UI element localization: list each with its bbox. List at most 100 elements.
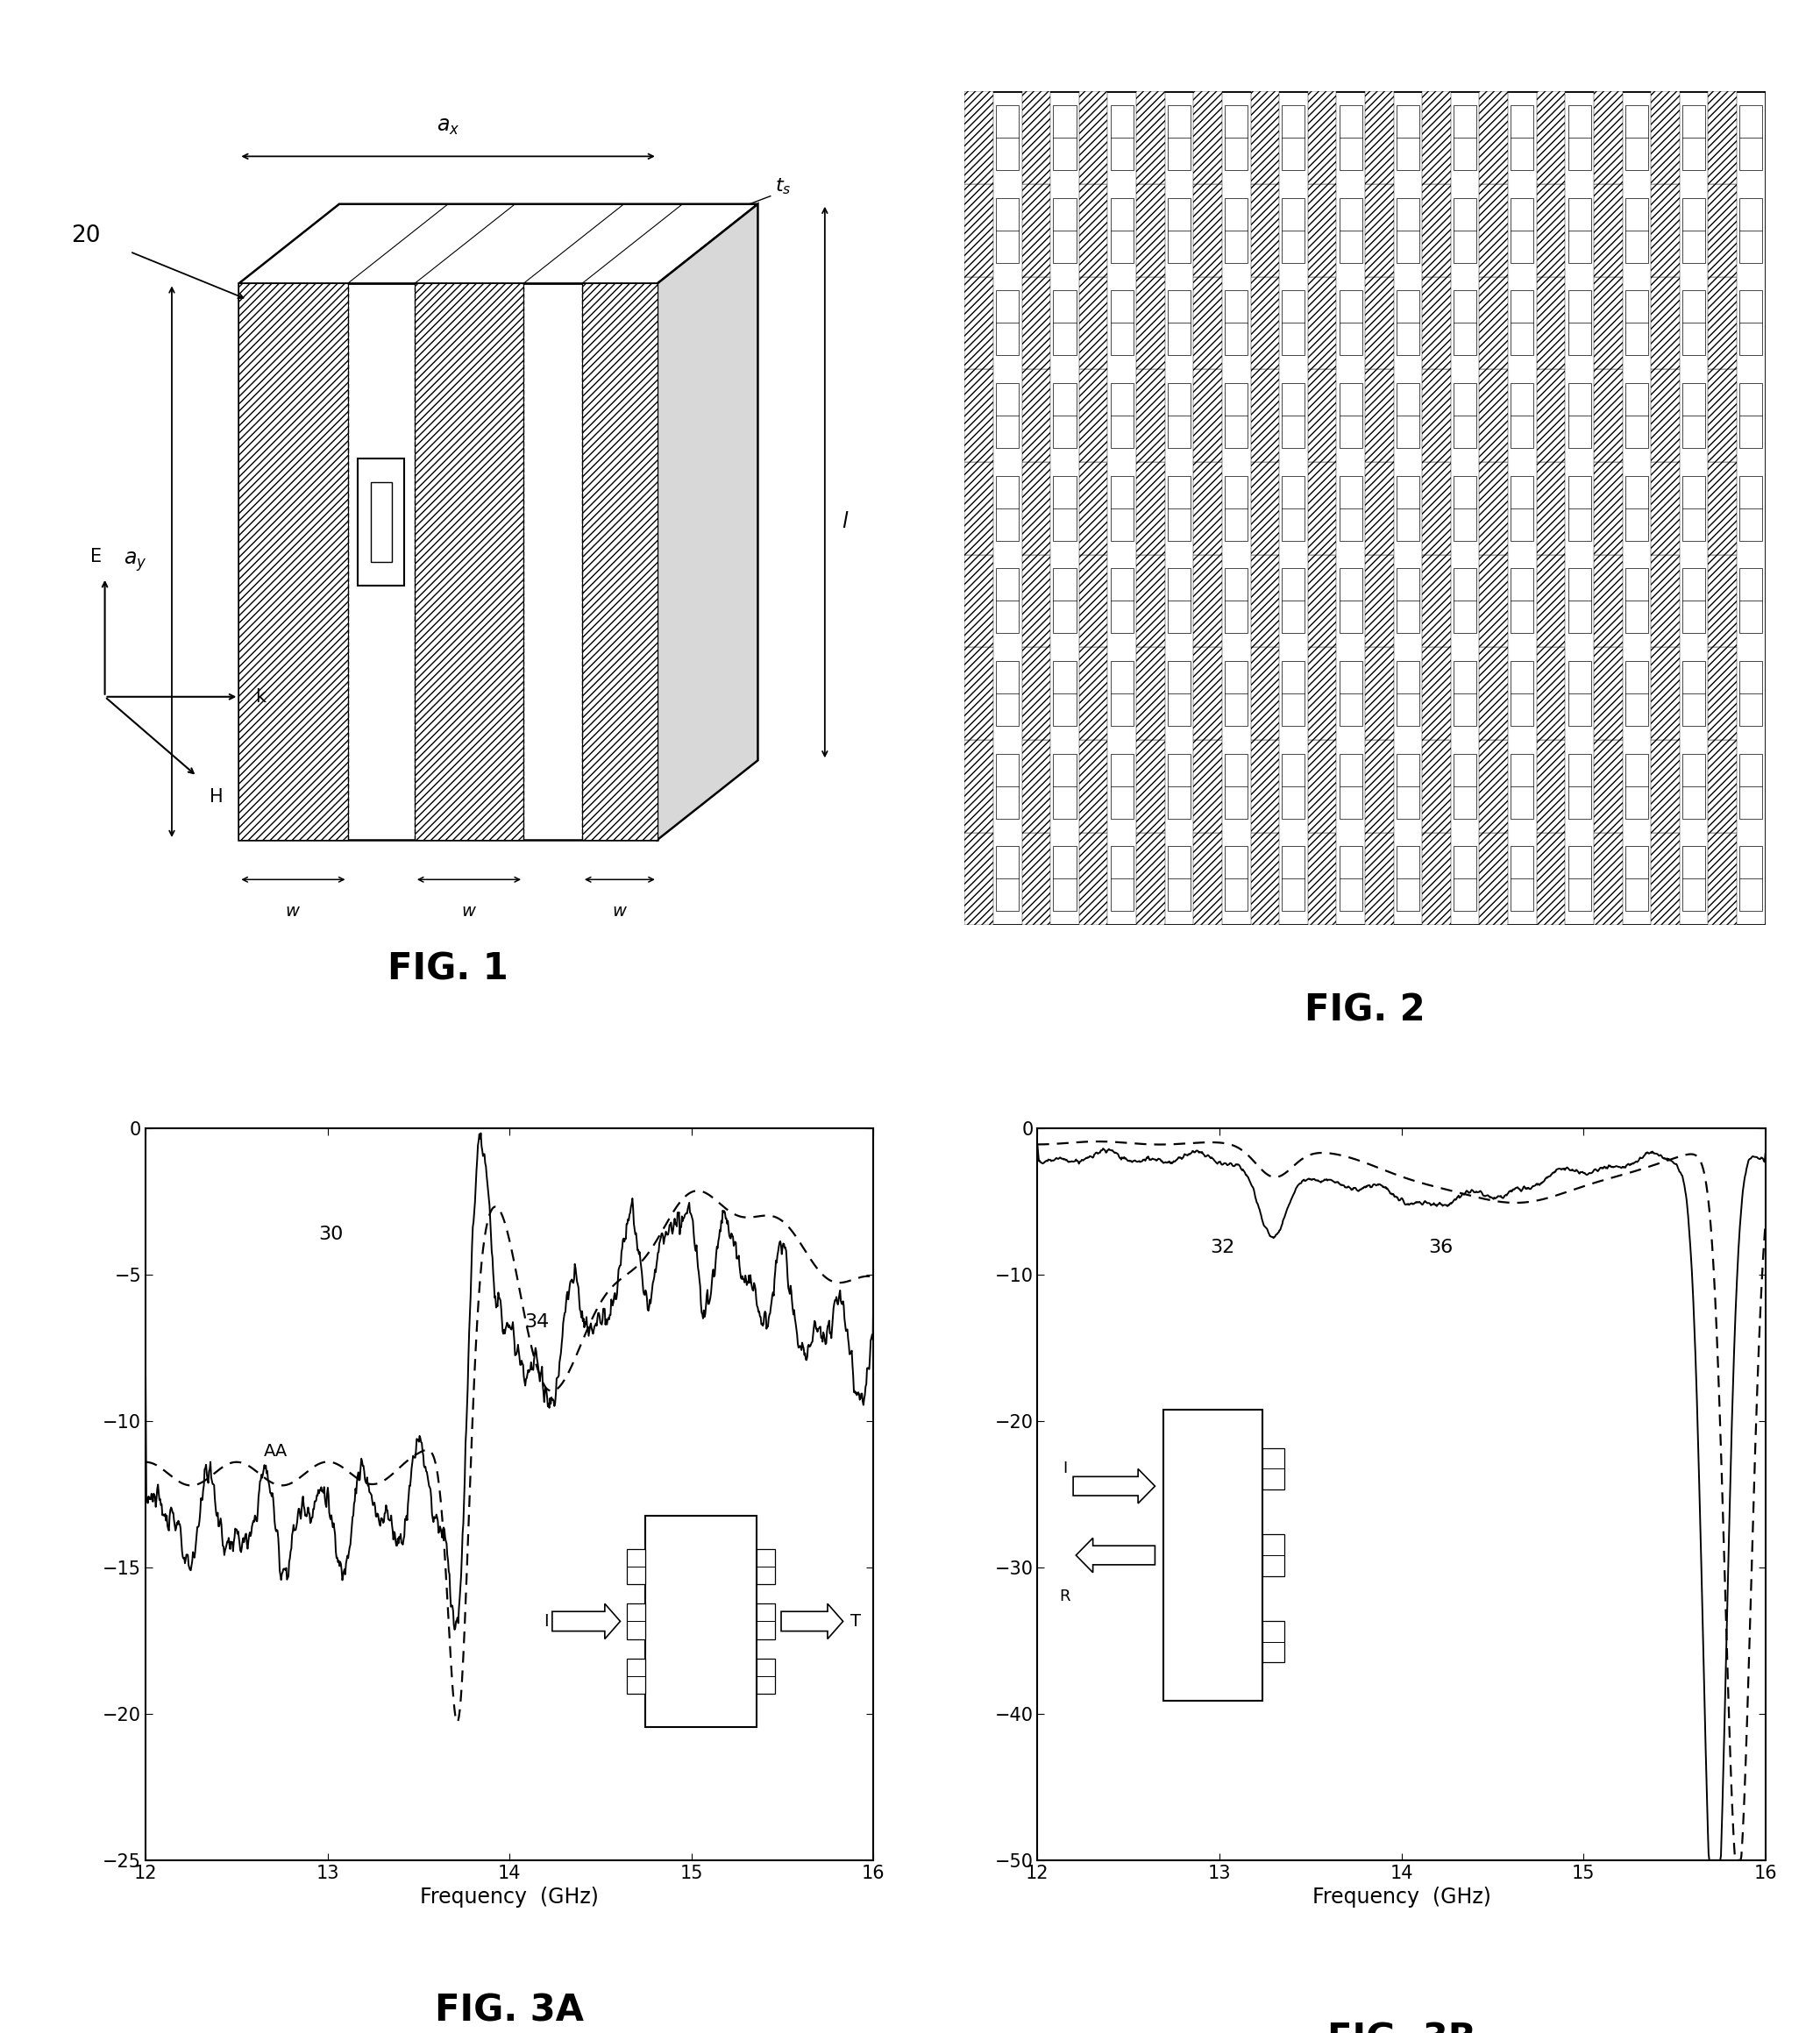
Polygon shape — [644, 1515, 757, 1728]
Text: AA: AA — [264, 1443, 288, 1460]
Polygon shape — [238, 283, 348, 840]
Polygon shape — [1594, 740, 1622, 831]
Polygon shape — [1480, 276, 1509, 370]
Polygon shape — [1136, 555, 1165, 646]
Polygon shape — [1740, 106, 1762, 171]
Polygon shape — [1421, 555, 1451, 646]
Polygon shape — [1536, 276, 1565, 370]
Polygon shape — [1625, 291, 1649, 356]
Polygon shape — [1536, 461, 1565, 555]
Polygon shape — [965, 276, 994, 370]
Polygon shape — [1740, 569, 1762, 634]
Polygon shape — [1168, 291, 1190, 356]
Polygon shape — [1569, 291, 1591, 356]
Polygon shape — [965, 461, 994, 555]
Text: $t_s$: $t_s$ — [775, 177, 790, 195]
Polygon shape — [1396, 197, 1420, 262]
Polygon shape — [1054, 661, 1076, 726]
Polygon shape — [1594, 646, 1622, 740]
Polygon shape — [1709, 91, 1736, 185]
Polygon shape — [996, 476, 1019, 541]
Polygon shape — [1365, 461, 1394, 555]
Polygon shape — [1740, 661, 1762, 726]
Polygon shape — [1396, 661, 1420, 726]
Polygon shape — [1110, 197, 1134, 262]
Polygon shape — [238, 283, 657, 840]
Polygon shape — [1709, 646, 1736, 740]
Polygon shape — [1740, 846, 1762, 911]
Polygon shape — [626, 1549, 644, 1584]
Polygon shape — [1340, 476, 1361, 541]
Polygon shape — [1365, 91, 1394, 185]
Text: R: R — [1059, 1590, 1070, 1604]
Polygon shape — [1480, 555, 1509, 646]
Polygon shape — [1740, 754, 1762, 819]
Polygon shape — [1682, 754, 1705, 819]
Polygon shape — [1569, 846, 1591, 911]
Polygon shape — [1421, 370, 1451, 461]
Polygon shape — [1309, 646, 1336, 740]
Polygon shape — [1110, 476, 1134, 541]
Polygon shape — [1536, 555, 1565, 646]
Text: FIG. 3B: FIG. 3B — [1327, 2021, 1476, 2033]
Polygon shape — [1511, 106, 1534, 171]
Polygon shape — [1396, 291, 1420, 356]
Polygon shape — [1421, 185, 1451, 276]
Polygon shape — [1194, 185, 1221, 276]
Polygon shape — [1281, 476, 1305, 541]
Polygon shape — [1480, 91, 1509, 185]
Polygon shape — [996, 846, 1019, 911]
Polygon shape — [965, 91, 994, 185]
Polygon shape — [1709, 555, 1736, 646]
Polygon shape — [1511, 197, 1534, 262]
Polygon shape — [1454, 661, 1476, 726]
Text: 34: 34 — [524, 1313, 550, 1332]
Polygon shape — [1136, 646, 1165, 740]
Polygon shape — [1054, 569, 1076, 634]
Polygon shape — [1250, 555, 1279, 646]
Text: $w$: $w$ — [286, 903, 300, 921]
Polygon shape — [1079, 740, 1108, 831]
Polygon shape — [1709, 185, 1736, 276]
Polygon shape — [1536, 646, 1565, 740]
Polygon shape — [1536, 185, 1565, 276]
Polygon shape — [1079, 646, 1108, 740]
Polygon shape — [1682, 197, 1705, 262]
Text: H: H — [209, 789, 224, 805]
Polygon shape — [757, 1659, 775, 1693]
Polygon shape — [1625, 846, 1649, 911]
Polygon shape — [965, 555, 994, 646]
Polygon shape — [1021, 555, 1050, 646]
Polygon shape — [1396, 846, 1420, 911]
Polygon shape — [1225, 291, 1249, 356]
Polygon shape — [1421, 831, 1451, 925]
Text: k: k — [255, 687, 266, 705]
Polygon shape — [1021, 185, 1050, 276]
Text: I: I — [1063, 1462, 1067, 1476]
Polygon shape — [1511, 382, 1534, 447]
Polygon shape — [1250, 740, 1279, 831]
Polygon shape — [1536, 91, 1565, 185]
Polygon shape — [1365, 831, 1394, 925]
Polygon shape — [1480, 831, 1509, 925]
Polygon shape — [1682, 106, 1705, 171]
Polygon shape — [1480, 646, 1509, 740]
Polygon shape — [1651, 276, 1680, 370]
Polygon shape — [1396, 382, 1420, 447]
Polygon shape — [626, 1604, 644, 1639]
Polygon shape — [1021, 276, 1050, 370]
Polygon shape — [1625, 661, 1649, 726]
Polygon shape — [1340, 382, 1361, 447]
Polygon shape — [1309, 276, 1336, 370]
Polygon shape — [1194, 91, 1221, 185]
Polygon shape — [1569, 382, 1591, 447]
Polygon shape — [359, 457, 404, 586]
Polygon shape — [1651, 740, 1680, 831]
Polygon shape — [1709, 831, 1736, 925]
Text: E: E — [91, 549, 102, 565]
Polygon shape — [1454, 291, 1476, 356]
Polygon shape — [1194, 370, 1221, 461]
Polygon shape — [1651, 646, 1680, 740]
Polygon shape — [1709, 370, 1736, 461]
Polygon shape — [1340, 291, 1361, 356]
